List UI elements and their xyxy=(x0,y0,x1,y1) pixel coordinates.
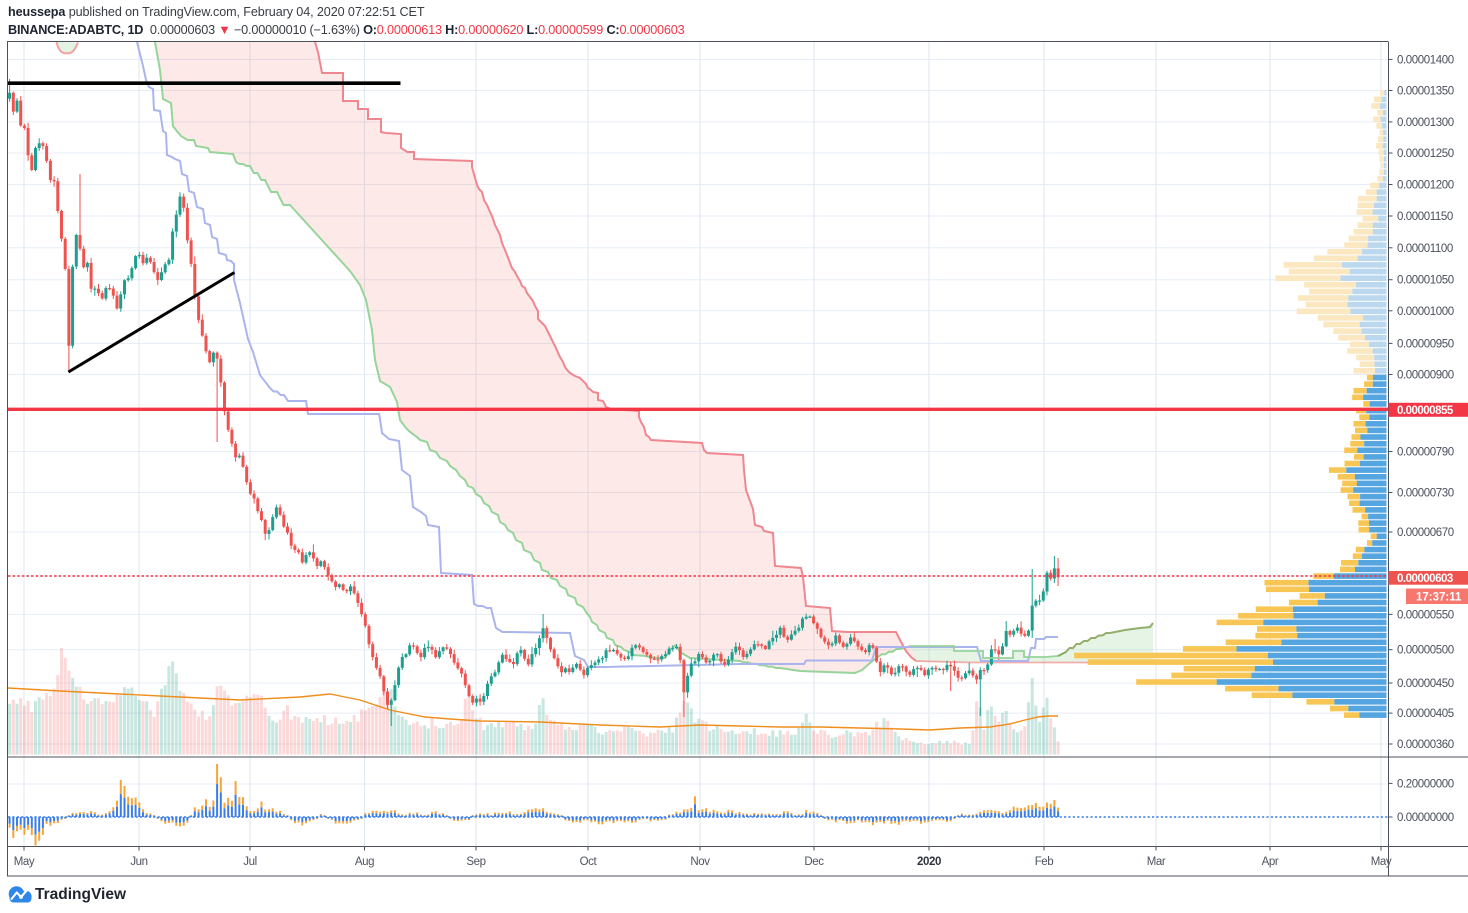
svg-text:0.00000950: 0.00000950 xyxy=(1397,338,1454,350)
svg-text:0.00000450: 0.00000450 xyxy=(1397,678,1454,690)
svg-text:0.00000603: 0.00000603 xyxy=(1397,573,1453,585)
svg-text:0.00000900: 0.00000900 xyxy=(1397,370,1454,382)
svg-text:0.20000000: 0.20000000 xyxy=(1397,778,1454,790)
svg-text:Apr: Apr xyxy=(1262,856,1279,868)
svg-text:0.00000500: 0.00000500 xyxy=(1397,645,1454,657)
svg-text:Nov: Nov xyxy=(690,856,710,868)
svg-text:0.00001200: 0.00001200 xyxy=(1397,180,1454,192)
svg-text:Jun: Jun xyxy=(130,856,147,868)
svg-text:Jul: Jul xyxy=(243,856,257,868)
svg-text:0.00000730: 0.00000730 xyxy=(1397,488,1454,500)
svg-text:0.00001000: 0.00001000 xyxy=(1397,306,1454,318)
svg-text:0.00001400: 0.00001400 xyxy=(1397,54,1454,66)
svg-text:0.00001350: 0.00001350 xyxy=(1397,86,1454,98)
svg-text:0.00001300: 0.00001300 xyxy=(1397,117,1454,129)
svg-text:Sep: Sep xyxy=(466,856,485,868)
svg-text:0.00001100: 0.00001100 xyxy=(1397,243,1453,255)
svg-text:Mar: Mar xyxy=(1147,856,1166,868)
svg-text:Aug: Aug xyxy=(355,856,374,868)
svg-text:0.00000405: 0.00000405 xyxy=(1397,708,1454,720)
svg-text:0.00001050: 0.00001050 xyxy=(1397,275,1454,287)
svg-text:Oct: Oct xyxy=(580,856,598,868)
svg-text:0.00001150: 0.00001150 xyxy=(1397,211,1453,223)
svg-text:May: May xyxy=(1371,856,1392,868)
svg-text:0.00000360: 0.00000360 xyxy=(1397,739,1454,751)
svg-text:0.00000670: 0.00000670 xyxy=(1397,527,1454,539)
svg-text:0.00000790: 0.00000790 xyxy=(1397,447,1454,459)
svg-text:17:37:11: 17:37:11 xyxy=(1416,592,1462,604)
svg-text:May: May xyxy=(14,856,35,868)
svg-text:0.00000000: 0.00000000 xyxy=(1397,812,1454,824)
svg-text:0.00000855: 0.00000855 xyxy=(1397,405,1454,417)
svg-text:0.00001250: 0.00001250 xyxy=(1397,148,1454,160)
svg-text:Feb: Feb xyxy=(1035,856,1054,868)
svg-text:Dec: Dec xyxy=(804,856,824,868)
svg-text:0.00000550: 0.00000550 xyxy=(1397,609,1454,621)
svg-text:2020: 2020 xyxy=(917,856,941,868)
